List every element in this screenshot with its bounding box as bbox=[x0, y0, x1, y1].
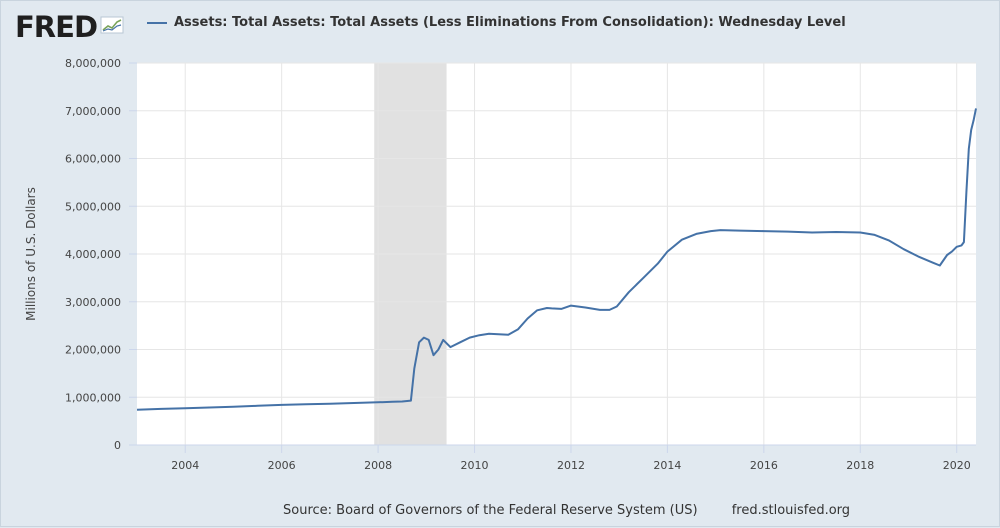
x-tick-label-0: 2004 bbox=[171, 459, 199, 472]
y-tick-label-8: 8,000,000 bbox=[65, 57, 121, 70]
series-layer bbox=[136, 108, 977, 411]
x-tick-label-2: 2008 bbox=[364, 459, 392, 472]
y-tick-label-2: 2,000,000 bbox=[65, 344, 121, 357]
x-tick-label-4: 2012 bbox=[557, 459, 585, 472]
source-link[interactable]: fred.stlouisfed.org bbox=[731, 503, 851, 518]
source-text: Source: Board of Governors of the Federa… bbox=[283, 503, 698, 518]
line-chart-icon bbox=[100, 15, 124, 39]
grid-layer bbox=[137, 62, 976, 445]
y-tick-label-0: 0 bbox=[114, 439, 121, 452]
y-tick-label-1: 1,000,000 bbox=[65, 391, 121, 404]
y-tick-label-4: 4,000,000 bbox=[65, 248, 121, 261]
legend-label: Assets: Total Assets: Total Assets (Less… bbox=[174, 15, 846, 30]
source-line: Source: Board of Governors of the Federa… bbox=[283, 503, 850, 518]
x-tick-label-7: 2018 bbox=[846, 459, 874, 472]
legend-swatch bbox=[147, 21, 167, 24]
y-tick-label-5: 5,000,000 bbox=[65, 200, 121, 213]
axis-layer: 0 1,000,000 2,000,000 3,000,000 4,000,000 5,0… bbox=[65, 57, 976, 472]
x-tick-label-1: 2006 bbox=[268, 459, 296, 472]
x-tick-label-5: 2014 bbox=[653, 459, 681, 472]
y-tick-label-6: 6,000,000 bbox=[65, 153, 121, 166]
series-line-0 bbox=[136, 108, 977, 411]
legend[interactable]: Assets: Total Assets: Total Assets (Less… bbox=[147, 15, 846, 30]
x-tick-label-8: 2020 bbox=[943, 459, 971, 472]
y-axis-title: Millions of U.S. Dollars bbox=[24, 187, 38, 321]
y-tick-label-7: 7,000,000 bbox=[65, 105, 121, 118]
fred-logo[interactable]: FRED bbox=[15, 10, 124, 44]
x-tick-label-3: 2010 bbox=[461, 459, 489, 472]
logo-text: FRED bbox=[15, 10, 98, 44]
y-tick-label-3: 3,000,000 bbox=[65, 296, 121, 309]
x-tick-label-6: 2016 bbox=[750, 459, 778, 472]
